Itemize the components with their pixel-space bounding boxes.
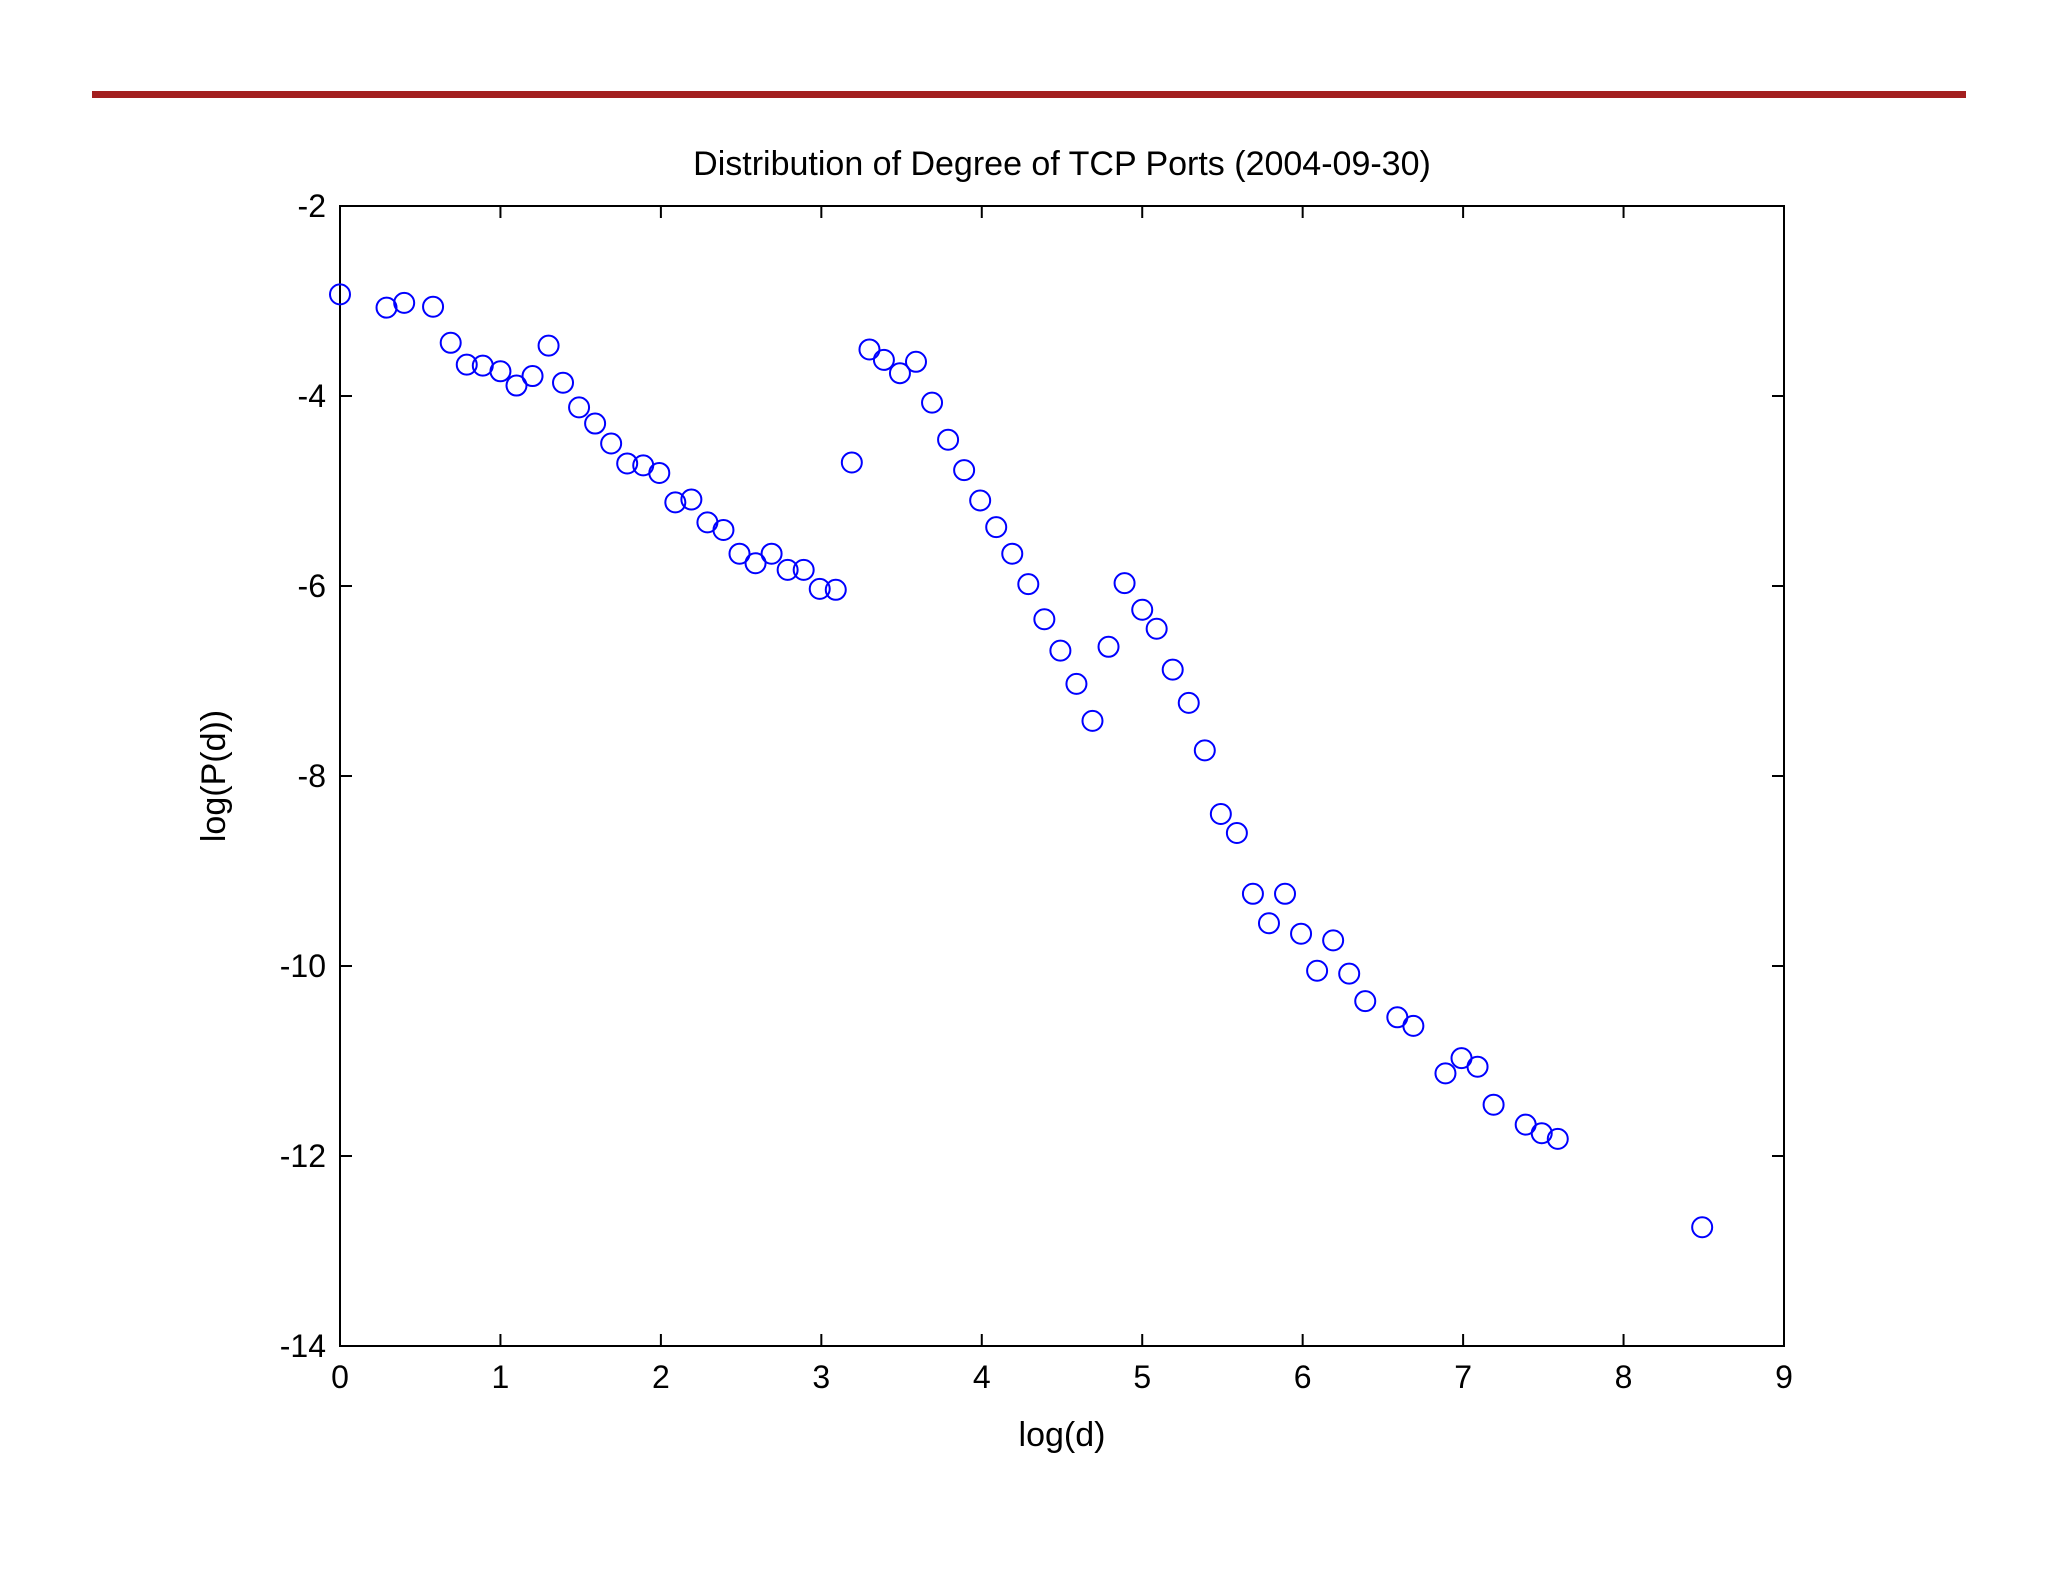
data-point	[489, 360, 512, 383]
data-point	[953, 459, 976, 482]
x-tick-label: 1	[492, 1359, 510, 1395]
data-point	[1209, 803, 1232, 825]
y-tick-label: -12	[280, 1138, 326, 1174]
y-axis-label: log(P(d))	[195, 710, 233, 842]
data-point	[1049, 639, 1072, 662]
y-tick-label: -2	[298, 188, 326, 224]
data-point	[792, 558, 815, 581]
data-point	[888, 362, 911, 385]
data-point	[1113, 572, 1136, 595]
data-point	[329, 283, 351, 306]
data-point	[1546, 1127, 1569, 1150]
data-point	[1322, 929, 1345, 952]
data-point	[712, 518, 735, 541]
data-point	[1530, 1122, 1553, 1145]
data-point	[1466, 1055, 1489, 1078]
data-point	[1145, 617, 1168, 640]
data-point	[1691, 1216, 1714, 1239]
data-point	[1161, 658, 1184, 681]
data-point	[552, 371, 575, 394]
data-point	[985, 516, 1008, 539]
data-point	[858, 338, 881, 361]
data-point	[455, 353, 478, 376]
axis-ticks: 0 1 2 3 4 5 6 7 8 9 -2 -4 -6 -8 -10 -12 -14	[280, 188, 1793, 1395]
data-point	[937, 428, 960, 451]
x-tick-label: 0	[331, 1359, 349, 1395]
data-point	[1402, 1014, 1425, 1037]
data-point	[584, 412, 607, 435]
data-point	[1193, 739, 1216, 762]
data-point	[1033, 608, 1056, 631]
x-tick-label: 7	[1454, 1359, 1472, 1395]
data-point	[393, 291, 416, 314]
x-tick-label: 3	[812, 1359, 830, 1395]
data-point	[776, 558, 799, 581]
data-point	[969, 489, 992, 512]
data-point	[616, 452, 639, 475]
y-tick-label: -4	[298, 378, 326, 414]
data-point	[1338, 962, 1361, 985]
data-point	[824, 578, 847, 601]
data-point	[1306, 959, 1329, 982]
data-point	[1017, 573, 1040, 596]
data-point	[505, 374, 528, 397]
data-point	[439, 331, 462, 354]
data-point	[1354, 990, 1377, 1013]
x-tick-label: 6	[1294, 1359, 1312, 1395]
data-point	[375, 296, 398, 319]
data-points	[329, 283, 1714, 1239]
data-point	[648, 461, 671, 484]
chart-title: Distribution of Degree of TCP Ports (200…	[693, 145, 1431, 183]
data-point	[600, 432, 623, 455]
data-point	[1274, 882, 1297, 905]
data-point	[1065, 672, 1088, 695]
data-point	[1290, 922, 1313, 945]
header-rule	[92, 91, 1966, 98]
x-tick-label: 9	[1775, 1359, 1793, 1395]
data-point	[728, 542, 751, 565]
data-point	[521, 365, 544, 388]
data-point	[1131, 598, 1154, 621]
data-point	[1482, 1093, 1505, 1116]
data-point	[1225, 822, 1248, 844]
data-point	[537, 334, 560, 357]
y-tick-label: -14	[280, 1328, 326, 1364]
data-point	[680, 488, 703, 511]
data-point	[1097, 635, 1120, 658]
x-axis-label: log(d)	[1019, 1416, 1106, 1454]
x-tick-label: 2	[652, 1359, 670, 1395]
x-tick-label: 4	[973, 1359, 991, 1395]
y-tick-label: -6	[298, 568, 326, 604]
data-point	[1434, 1062, 1457, 1085]
data-point	[1001, 542, 1024, 565]
data-point	[1257, 912, 1280, 935]
x-tick-label: 8	[1615, 1359, 1633, 1395]
data-point	[872, 348, 895, 371]
data-point	[664, 491, 687, 514]
data-point	[1081, 709, 1104, 732]
plot-area	[339, 205, 1785, 1347]
y-tick-label: -10	[280, 948, 326, 984]
data-point	[808, 577, 831, 600]
data-point	[1177, 691, 1200, 714]
data-point	[921, 391, 944, 414]
data-point	[744, 552, 767, 575]
data-point	[760, 542, 783, 565]
data-point	[1241, 882, 1264, 905]
data-point	[904, 350, 927, 373]
y-tick-label: -8	[298, 758, 326, 794]
data-point	[568, 396, 591, 419]
x-tick-label: 5	[1133, 1359, 1151, 1395]
data-point	[422, 295, 445, 318]
data-point	[840, 451, 863, 474]
